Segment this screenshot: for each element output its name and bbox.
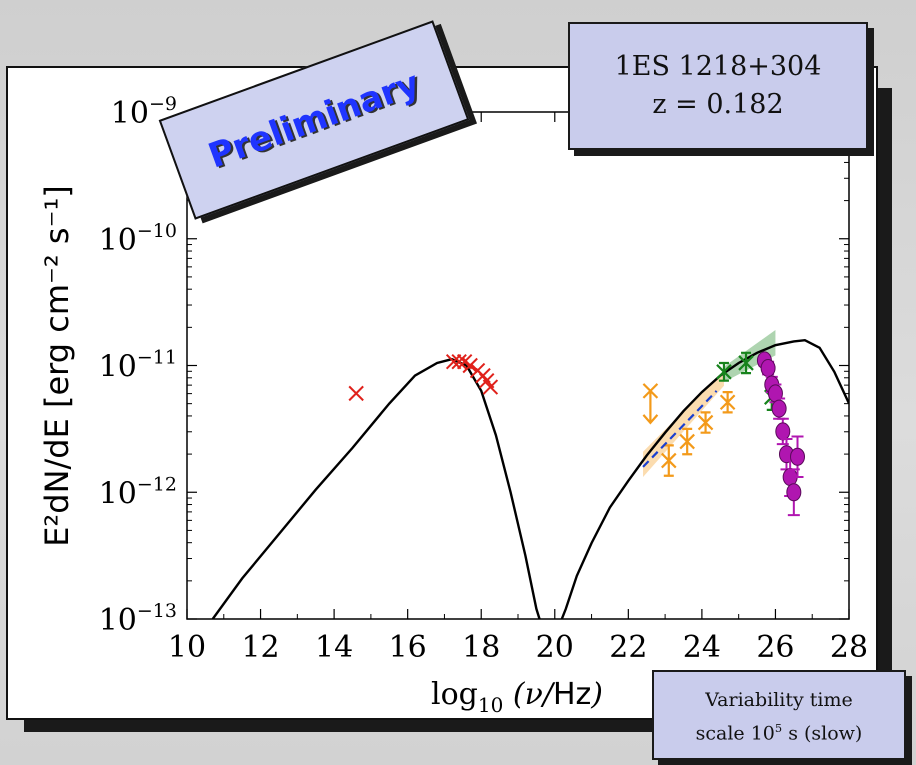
tev-point bbox=[786, 483, 802, 502]
tick-labels: 10 12 14 16 18 20 22 24 26 28 10−13 10−12 10−11 10−10… bbox=[99, 93, 868, 665]
gev-point bbox=[661, 444, 677, 477]
y-tick-label: 10−11 bbox=[99, 347, 177, 385]
y-tick-label: 10−13 bbox=[99, 600, 177, 638]
xray-point bbox=[348, 385, 364, 402]
y-tick-label: 10−10 bbox=[99, 220, 177, 258]
plot-layer bbox=[211, 330, 849, 619]
x-tick-label: 12 bbox=[241, 630, 279, 665]
gev-point bbox=[679, 427, 695, 456]
plot-area bbox=[186, 111, 850, 620]
source-redshift: z = 0.182 bbox=[652, 89, 784, 120]
x-tick-label: 22 bbox=[609, 630, 647, 665]
x-tick-label: 10 bbox=[168, 630, 206, 665]
x-tick-label: 26 bbox=[756, 630, 794, 665]
x-tick-label: 14 bbox=[315, 630, 353, 665]
gev-point bbox=[716, 361, 732, 382]
y-axis-label: E²dN/dE [erg cm⁻² s⁻¹] bbox=[38, 185, 76, 547]
y-tick-label: 10−9 bbox=[111, 93, 177, 131]
model-curve bbox=[211, 338, 849, 619]
xray-point bbox=[462, 357, 478, 374]
x-tick-label: 20 bbox=[536, 630, 574, 665]
tev-point bbox=[771, 399, 787, 418]
x-tick-label: 28 bbox=[830, 630, 868, 665]
xray-point bbox=[445, 353, 462, 370]
xray-point bbox=[451, 353, 467, 370]
tev-point bbox=[790, 447, 806, 466]
tev-point bbox=[760, 359, 776, 378]
x-tick-label: 18 bbox=[462, 630, 500, 665]
gev-point bbox=[738, 351, 754, 375]
x-tick-label: 24 bbox=[683, 630, 721, 665]
source-info-box: 1ES 1218+304 z = 0.182 bbox=[568, 22, 868, 150]
tev-point bbox=[775, 422, 791, 441]
y-tick-label: 10−12 bbox=[99, 473, 177, 511]
upper-limit-point bbox=[642, 383, 659, 425]
gev-point bbox=[697, 411, 714, 434]
x-axis-label: log10 (ν/Hz) bbox=[431, 677, 603, 717]
gev-point bbox=[719, 391, 736, 414]
variability-line1: Variability time bbox=[705, 689, 853, 711]
source-name: 1ES 1218+304 bbox=[614, 51, 822, 82]
variability-box: Variability time scale 105 s (slow) bbox=[652, 670, 906, 760]
variability-line2: scale 105 s (slow) bbox=[695, 721, 863, 745]
fermi-fit-line bbox=[642, 390, 718, 468]
x-tick-label: 16 bbox=[389, 630, 427, 665]
xray-point bbox=[482, 379, 499, 395]
